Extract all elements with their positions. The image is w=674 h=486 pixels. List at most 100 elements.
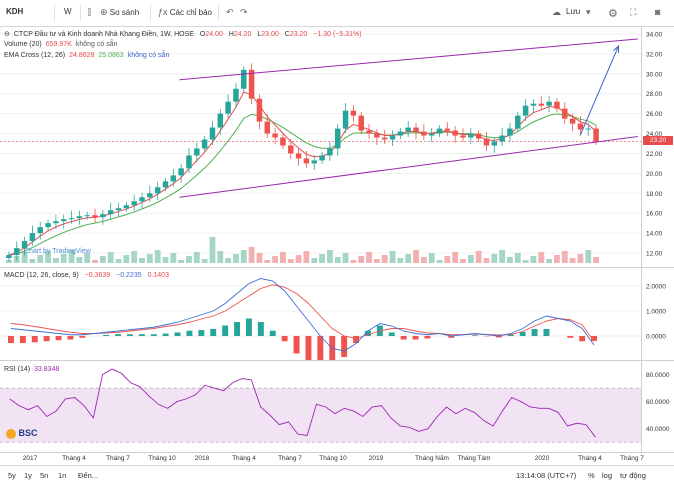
candle-body [241,69,247,89]
goto-date-button[interactable]: Đến... [78,471,99,480]
candle-body [366,130,372,134]
rsi-pane[interactable] [0,361,641,452]
price-tick-label: 16.00 [646,211,663,218]
range-1y[interactable]: 1y [24,471,32,480]
candle-type-icon[interactable]: ⫿ [88,7,91,17]
volume-bar [569,258,576,263]
volume-bar [381,255,388,263]
range-5n[interactable]: 5n [40,471,49,480]
time-tick-label: Tháng 7 [106,455,130,462]
volume-bar [99,256,106,263]
candle-body [319,155,325,161]
collapse-icon[interactable]: ⊖ [4,31,10,38]
save-cloud-icon[interactable]: ☁ [552,7,561,17]
time-tick-label: 2020 [534,455,550,462]
histogram-value: 0.1403 [147,272,169,279]
rsi-band [0,388,641,443]
range-1n[interactable]: 1n [58,471,67,480]
time-tick-label: Tháng Tám [457,455,491,462]
macd-legend: MACD (12, 26, close, 9) −0.3639 −0.2235 … [4,272,173,279]
tradingview-watermark[interactable]: Chart by TradingView [24,248,91,255]
settings-gear-icon[interactable]: ⚙ [608,8,618,20]
candle-body [186,155,192,169]
change-value: −1.30 (−5.31%) [313,31,362,38]
volume-legend: Volume (20) 659.97K không có sẵn [4,41,122,48]
rsi-axis[interactable]: 80.0000 60.0000 40.0000 [641,361,674,452]
price-pane[interactable] [0,27,641,267]
ema-fast-value: 24.8628 [69,52,95,59]
candle-body [491,141,498,146]
volume-bar [514,253,521,263]
candle-body [194,148,200,156]
symbol-field[interactable]: KDH [6,7,24,16]
price-tick-label: 28.00 [646,91,663,98]
fullscreen-icon[interactable]: ⛶ [630,7,637,17]
channel-upper-line [179,38,638,81]
volume-extra: không có sẵn [75,41,118,48]
candle-body [139,197,145,202]
candle-body [303,158,310,164]
macd-value: −0.3639 [84,272,111,279]
compare-button[interactable]: ⊕ So sánh [100,7,140,17]
camera-icon[interactable]: ◙ [655,7,661,17]
macd-pane[interactable] [0,268,641,364]
candle-body [14,248,20,256]
candle-body [468,133,474,138]
rsi-tick-label: 40.0000 [646,426,670,433]
candle-body [217,113,224,128]
clock-time: 13:14:08 (UTC+7) [516,471,577,480]
interval-button[interactable]: W [64,7,72,16]
candle-body [280,137,286,146]
range-5y[interactable]: 5y [8,471,16,480]
rsi-title: RSI (14) [4,366,31,373]
macd-tick-label: 0.0000 [646,334,666,341]
time-tick-label: Tháng 4 [62,455,86,462]
volume-bar [554,255,560,263]
volume-bar [546,259,553,263]
auto-toggle[interactable]: tự động [620,471,646,480]
volume-bar [530,256,537,263]
candle-body [350,110,357,116]
volume-bar [217,251,224,263]
volume-bar [405,254,412,263]
compare-icon: ⊕ [100,7,108,17]
undo-icon[interactable]: ↶ [226,7,234,17]
macd-title: MACD (12, 26, close, 9) [4,272,79,279]
save-dropdown-icon[interactable]: ▾ [586,7,591,17]
macd-axis[interactable]: 2.0000 1.0000 0.0000 [641,268,674,360]
candle-body [21,241,28,249]
price-tick-label: 20.00 [646,171,663,178]
volume-bar [397,258,404,263]
candle-body [475,133,482,139]
price-axis[interactable]: 34.00 32.00 30.00 28.00 26.00 24.00 22.00 20.00… [641,27,674,267]
candle-body [311,160,317,164]
candle-body [522,105,529,116]
log-toggle[interactable]: log [602,471,613,480]
candle-body [225,101,231,114]
indicators-button[interactable]: ƒx Các chỉ báo [158,7,212,17]
volume-bar [280,252,286,263]
volume-bar [21,252,28,263]
ema-slow-line [8,113,597,256]
volume-bar [326,250,333,263]
save-button[interactable]: Lưu [566,7,581,16]
volume-bar [201,259,208,263]
candle-body [53,221,59,224]
candle-body [29,233,36,242]
volume-bar [131,251,138,263]
ema-slow-value: 25.0863 [98,52,124,59]
price-tick-label: 30.00 [646,71,663,78]
percent-toggle[interactable]: % [588,471,595,480]
indicators-icon: ƒx [158,7,168,17]
ema-extra: không có sẵn [127,52,170,59]
volume-bar [139,258,145,263]
candle-body [92,215,98,218]
volume-bar [475,251,482,263]
candle-body [37,227,43,234]
volume-bar [84,253,91,263]
volume-bar [295,255,302,263]
volume-bar [248,247,255,263]
candle-body [452,130,458,136]
redo-icon[interactable]: ↷ [240,7,248,17]
volume-bar [342,253,349,263]
